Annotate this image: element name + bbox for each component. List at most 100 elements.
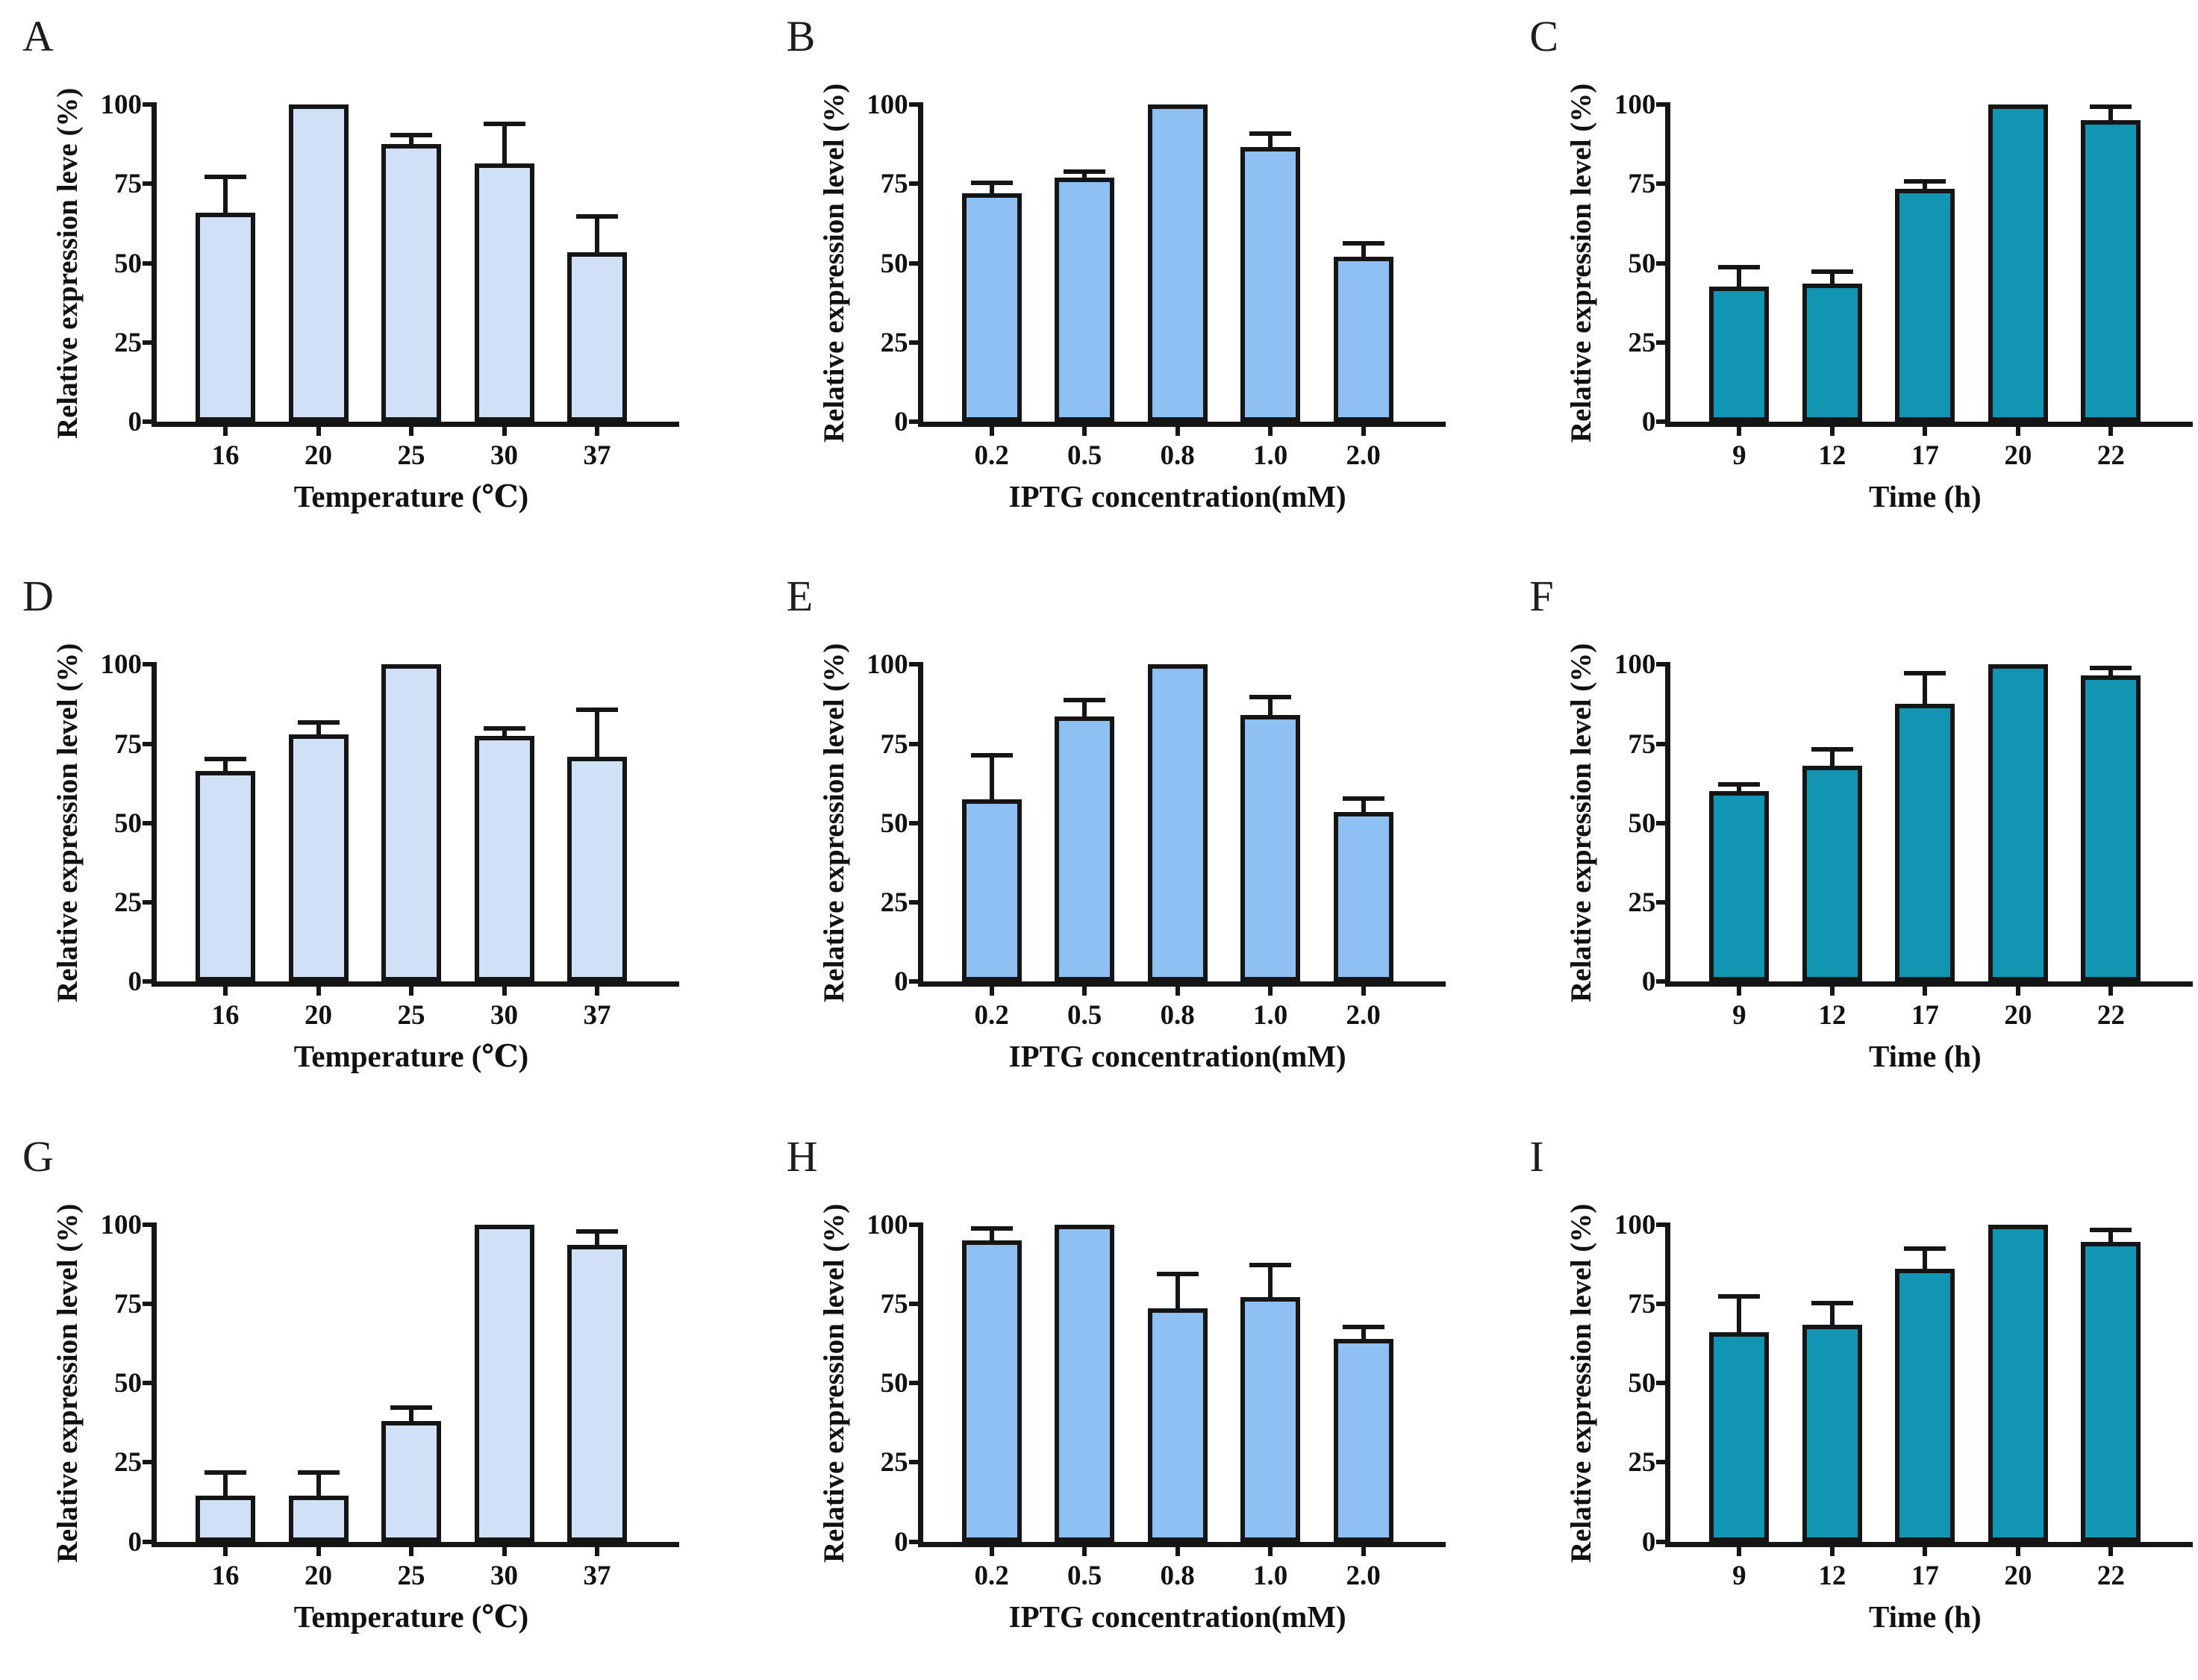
y-tick-label: 25: [1628, 1447, 1656, 1478]
bar-0.5: [1055, 1224, 1115, 1542]
x-tick-mark: [2015, 1541, 2020, 1556]
error-bar-stem: [595, 1234, 599, 1247]
error-bar-stem: [1829, 274, 1835, 286]
x-tick-mark: [223, 422, 228, 436]
x-category-label: 2.0: [1346, 1560, 1381, 1591]
y-tick-label: 25: [1628, 327, 1656, 358]
x-tick-mark: [1737, 981, 1742, 996]
x-tick-mark: [595, 981, 599, 996]
y-tick-label: 100: [1614, 90, 1656, 120]
error-bar-stem: [1923, 183, 1928, 190]
y-tick-mark: [1656, 1539, 1671, 1544]
error-bar-stem: [2108, 109, 2114, 122]
y-tick-label: 0: [894, 1526, 908, 1558]
y-tick-mark: [1656, 340, 1671, 345]
x-axis-label: Temperature (℃): [293, 479, 529, 513]
x-category-label: 16: [211, 1000, 240, 1031]
x-category-label: 1.0: [1253, 1560, 1288, 1591]
x-category-label: 22: [2096, 1560, 2125, 1591]
error-bar-cap: [1064, 169, 1106, 175]
error-bar-stem: [223, 178, 228, 214]
y-tick-label: 75: [1628, 1288, 1656, 1320]
y-tick-mark: [1656, 181, 1671, 187]
y-tick-mark: [1656, 1301, 1671, 1306]
y-tick-mark: [1656, 260, 1671, 266]
y-tick-label: 50: [1628, 1368, 1656, 1399]
bar-1.0: [1240, 715, 1301, 982]
x-category-label: 12: [1818, 1560, 1846, 1591]
y-tick-mark: [1656, 741, 1671, 746]
x-category-label: 30: [490, 440, 518, 471]
panel-I: I Relative expression level (%) Time (h)…: [1465, 1120, 2198, 1680]
error-bar-cap: [1342, 796, 1384, 801]
x-tick-mark: [1737, 422, 1742, 436]
y-tick-mark: [908, 419, 923, 424]
bar-22: [2081, 675, 2141, 982]
y-tick-mark: [908, 1222, 923, 1227]
y-tick-label: 25: [114, 887, 142, 919]
y-tick-label: 0: [128, 1526, 143, 1558]
bar-22: [2081, 1242, 2141, 1542]
y-tick-label: 50: [114, 248, 142, 279]
y-axis-label: Relative expression level (%): [51, 1203, 84, 1563]
y-tick-label: 50: [1628, 808, 1656, 839]
y-tick-label: 0: [894, 407, 908, 437]
plot-area: Relative expression level (%) IPTG conce…: [818, 1204, 1446, 1631]
panel-letter: I: [1529, 1131, 1544, 1181]
x-category-label: 25: [397, 1560, 425, 1591]
x-tick-mark: [502, 1541, 507, 1556]
panel-letter: E: [786, 572, 814, 621]
x-tick-mark: [223, 981, 228, 996]
error-bar-stem: [223, 1475, 228, 1498]
y-tick-mark: [143, 662, 157, 667]
error-bar-cap: [1342, 240, 1384, 246]
x-tick-mark: [316, 422, 321, 436]
y-axis-label: Relative expression leve (%): [51, 87, 84, 439]
y-tick-label: 100: [867, 90, 908, 120]
error-bar-cap: [204, 1470, 246, 1476]
error-bar-cap: [483, 726, 525, 731]
y-tick-label: 25: [880, 327, 908, 358]
x-category-label: 0.8: [1160, 1560, 1195, 1591]
x-tick-mark: [595, 1541, 599, 1556]
bar-chart: Relative expression level (%) Temperatur…: [51, 1204, 679, 1631]
y-tick-label: 0: [128, 967, 143, 998]
error-bar-stem: [316, 1475, 321, 1498]
error-bar-cap: [576, 213, 618, 219]
y-tick-mark: [143, 1539, 157, 1544]
error-bar-stem: [502, 126, 507, 165]
y-tick-label: 0: [128, 407, 143, 437]
panel-E: E Relative expression level (%) IPTG con…: [733, 560, 1466, 1120]
y-tick-label: 50: [880, 248, 908, 279]
bar-2.0: [1333, 257, 1393, 422]
bar-20: [1988, 104, 2048, 422]
y-tick-label: 75: [880, 169, 908, 200]
y-tick-mark: [143, 820, 157, 825]
error-bar-stem: [989, 1230, 994, 1242]
error-bar-stem: [1361, 245, 1366, 258]
x-category-label: 2.0: [1346, 1000, 1381, 1031]
y-tick-label: 0: [1641, 407, 1656, 437]
error-bar-stem: [1361, 1328, 1366, 1340]
y-tick-label: 25: [880, 1447, 908, 1478]
bar-12: [1802, 284, 1862, 422]
x-tick-mark: [989, 1541, 994, 1556]
y-tick-mark: [143, 1460, 157, 1465]
x-category-label: 20: [2004, 1560, 2032, 1591]
x-category-label: 17: [1911, 1560, 1939, 1591]
x-tick-mark: [316, 1541, 321, 1556]
y-tick-mark: [908, 1539, 923, 1544]
panel-letter: F: [1529, 572, 1554, 621]
y-tick-mark: [143, 102, 157, 107]
y-tick-mark: [908, 1301, 923, 1306]
y-tick-label: 75: [114, 169, 142, 200]
error-bar-stem: [1737, 269, 1742, 289]
x-category-label: 37: [583, 440, 611, 471]
y-tick-label: 75: [114, 728, 142, 760]
bar-30: [474, 735, 534, 982]
error-bar-cap: [1249, 131, 1292, 137]
error-bar-cap: [1156, 1272, 1199, 1277]
error-bar-stem: [595, 711, 599, 758]
x-axis-label: Time (h): [1868, 479, 1982, 513]
y-tick-mark: [908, 181, 923, 187]
